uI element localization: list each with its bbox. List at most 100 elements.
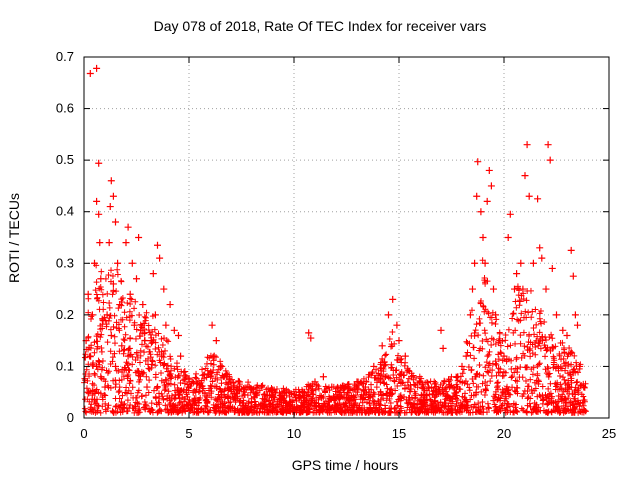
data-point: [538, 254, 546, 262]
data-point: [135, 368, 143, 376]
data-point: [130, 321, 138, 329]
data-point: [91, 259, 98, 267]
data-point: [466, 311, 474, 319]
data-point: [170, 326, 178, 334]
axis-ticks: 0 5 10 15 20 25 0 0.1 0.2 0.3 0.4 0.5 0.6 0.7: [56, 49, 616, 441]
data-point: [143, 383, 151, 391]
data-point: [544, 141, 552, 149]
data-point: [462, 352, 470, 360]
data-point: [370, 362, 378, 370]
data-point: [294, 393, 302, 401]
data-point: [84, 290, 92, 298]
data-point: [189, 388, 197, 396]
data-point: [208, 321, 216, 329]
data-point: [389, 295, 397, 303]
data-point: [158, 352, 166, 360]
data-point: [439, 344, 447, 352]
data-point: [135, 234, 143, 241]
data-point: [112, 218, 119, 226]
background-density-cloud: [81, 257, 589, 416]
data-point: [139, 301, 147, 309]
data-point: [106, 203, 114, 211]
data-point: [546, 156, 554, 164]
data-point: [483, 197, 491, 205]
data-point: [500, 352, 508, 360]
grid-lines: [84, 57, 609, 418]
density-crosses: [81, 257, 589, 416]
data-point: [437, 326, 445, 334]
x-tick-label: 20: [497, 426, 511, 441]
data-points: [82, 64, 588, 407]
data-point: [261, 391, 269, 399]
data-point: [181, 368, 189, 376]
data-point: [109, 280, 117, 288]
data-point: [88, 311, 96, 319]
data-point: [109, 192, 117, 200]
data-point: [103, 311, 111, 319]
data-point: [286, 399, 294, 407]
data-point: [378, 342, 386, 350]
data-point: [244, 383, 252, 391]
data-point: [563, 331, 571, 339]
data-point: [223, 373, 231, 381]
x-tick-label: 0: [80, 426, 87, 441]
data-point: [93, 197, 101, 205]
data-point: [395, 337, 403, 345]
data-point: [124, 223, 132, 231]
y-tick-label: 0.3: [56, 255, 74, 270]
data-point: [212, 337, 220, 345]
data-point: [529, 259, 537, 267]
y-tick-label: 0.2: [56, 307, 74, 322]
data-point: [301, 388, 308, 396]
data-point: [196, 383, 203, 391]
data-point: [235, 378, 243, 386]
data-point: [122, 239, 130, 247]
data-point: [185, 378, 193, 386]
data-point: [458, 362, 466, 370]
data-point: [96, 239, 104, 247]
data-point: [345, 383, 353, 391]
data-point: [361, 383, 369, 391]
data-point: [210, 352, 218, 360]
data-point: [553, 311, 560, 319]
data-point: [490, 285, 497, 293]
x-tick-label: 10: [287, 426, 301, 441]
data-point: [536, 244, 544, 252]
y-tick-label: 0.4: [56, 204, 74, 219]
data-point: [105, 239, 113, 247]
data-point: [393, 321, 401, 329]
data-point: [471, 259, 479, 267]
data-point: [107, 177, 115, 185]
x-tick-label: 15: [392, 426, 406, 441]
data-point: [353, 378, 361, 386]
data-point: [164, 368, 172, 376]
data-point: [485, 166, 493, 174]
data-point: [227, 383, 235, 391]
data-point: [252, 388, 260, 396]
data-point: [328, 383, 336, 391]
data-point: [504, 234, 512, 241]
data-point: [86, 70, 94, 78]
data-point: [523, 141, 531, 149]
data-point: [559, 326, 567, 334]
data-point: [141, 337, 149, 345]
data-point: [469, 285, 476, 293]
data-point: [454, 373, 462, 381]
data-point: [154, 383, 161, 391]
y-tick-label: 0.1: [56, 358, 74, 373]
data-point: [519, 285, 527, 293]
data-point: [481, 259, 489, 267]
data-point: [112, 362, 119, 370]
data-point: [511, 285, 518, 293]
data-point: [574, 321, 581, 329]
data-point: [542, 285, 550, 293]
data-point: [156, 254, 164, 262]
data-point: [534, 195, 542, 203]
data-point: [269, 393, 277, 401]
data-point: [277, 396, 285, 404]
data-point: [217, 362, 224, 370]
data-point: [97, 275, 105, 283]
data-point: [84, 388, 92, 396]
data-point: [177, 352, 185, 360]
